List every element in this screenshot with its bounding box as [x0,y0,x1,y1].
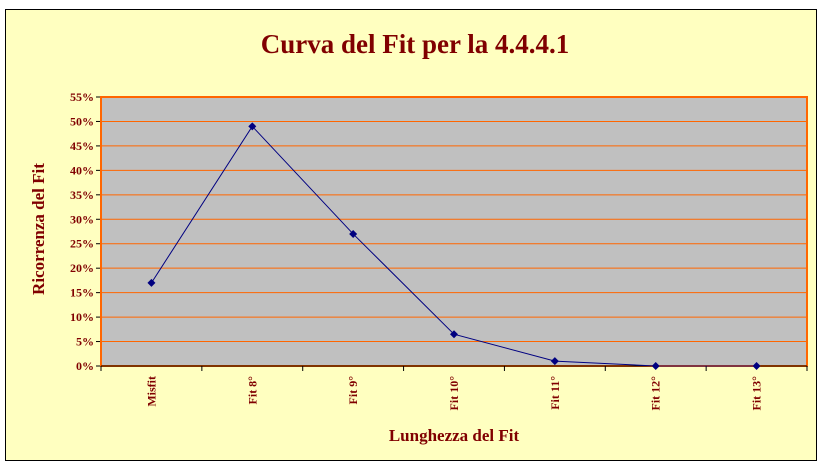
data-point-0-5 [651,362,660,370]
y-tick-label-7: 35% [70,188,94,202]
x-axis-title: Lunghezza del Fit [389,426,520,445]
data-point-0-2 [349,229,358,238]
x-tick-label-3: Fit 10° [447,376,461,411]
y-tick-label-10: 50% [70,114,94,128]
y-tick-label-8: 40% [70,163,94,177]
y-tick-label-5: 25% [70,237,94,251]
y-tick-label-9: 45% [70,139,94,153]
y-tick-label-6: 30% [70,212,94,226]
x-tick-label-5: Fit 12° [649,376,663,411]
chart-frame: Curva del Fit per la 4.4.4.1 0% 5% 10% 15% 2… [5,9,817,461]
x-tick-label-1: Fit 8° [245,376,259,405]
y-axis-title: Ricorrenza del Fit [29,163,48,295]
data-point-0-1 [248,122,257,131]
x-tick-label-4: Fit 11° [548,376,562,410]
x-tick-label-2: Fit 9° [346,376,360,405]
y-tick-label-4: 20% [70,261,94,275]
chart-svg: Curva del Fit per la 4.4.4.1 0% 5% 10% 15% 2… [29,29,808,445]
y-tick-label-2: 10% [70,310,94,324]
y-tick-label-1: 5% [76,335,94,349]
plot-background [101,97,807,366]
x-tick-label-0: Misfit [144,376,158,407]
chart-title: Curva del Fit per la 4.4.4.1 [261,29,569,59]
x-tick-label-6: Fit 13° [750,376,764,411]
y-tick-label-11: 55% [70,90,94,104]
data-point-0-6 [752,362,761,370]
data-point-0-4 [550,357,559,366]
y-tick-label-0: 0% [76,359,94,373]
y-tick-label-3: 15% [70,286,94,300]
plot-area-group: 0% 5% 10% 15% 20% 25% 30% 35% 40% 45% 50% 55% Misfit… [70,90,808,411]
data-point-0-0 [147,278,156,287]
data-point-0-3 [450,330,458,339]
